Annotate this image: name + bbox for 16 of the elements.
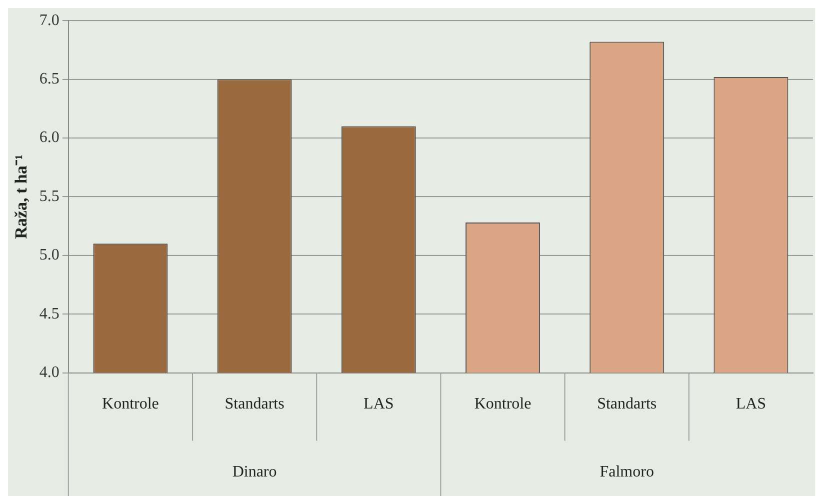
y-axis-title: Raža, t ha⁻¹: [12, 154, 31, 239]
x-tick-label: LAS: [736, 396, 766, 413]
y-tick-label: 6.0: [39, 129, 60, 146]
y-tick-label: 7.0: [39, 12, 60, 29]
y-tick-label: 4.5: [39, 305, 60, 322]
y-tick-label: 5.0: [39, 246, 60, 264]
text: Dinaro: [232, 464, 277, 481]
y-tick-label: 6.5: [39, 70, 60, 88]
x-tick-label: Kontrole: [102, 396, 159, 413]
text: Falmoro: [600, 464, 654, 481]
y-tick-label: 4.0: [39, 364, 60, 382]
x-tick-label: LAS: [364, 396, 394, 413]
x-tick-label: Standarts: [597, 396, 657, 413]
y-tick-label: 5.5: [39, 188, 60, 205]
x-tick-label: Standarts: [224, 396, 284, 413]
x-tick-label: Kontrole: [474, 396, 532, 413]
